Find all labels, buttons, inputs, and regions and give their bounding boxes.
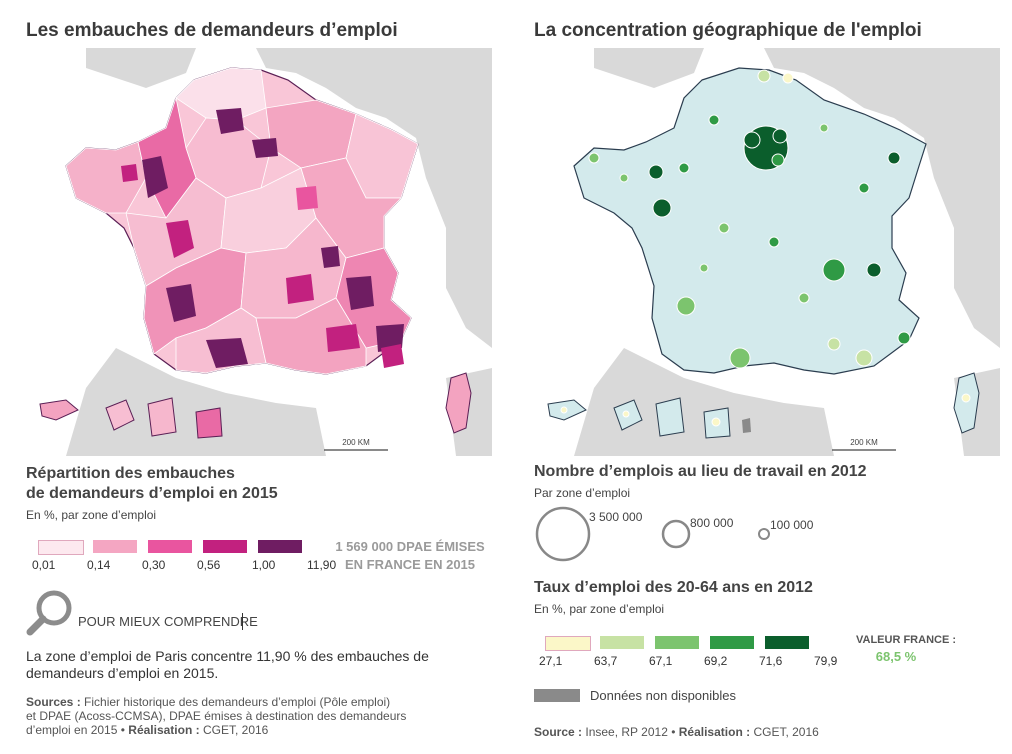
rate-legend-tick-2: 67,1 [649, 654, 673, 668]
rate-legend-swatch-0 [545, 636, 591, 651]
size-legend-subtitle: Par zone d’emploi [534, 486, 631, 500]
left-france-shape [65, 67, 419, 375]
size-value-medium: 800 000 [690, 516, 734, 530]
explanation-text: La zone d’emploi de Paris concentre 11,9… [26, 648, 429, 682]
left-source-label: Sources : [26, 695, 81, 709]
left-legend-swatch-2 [148, 540, 192, 553]
france-value-note: VALEUR FRANCE : 68,5 % [856, 634, 957, 664]
left-legend-title-2: de demandeurs d’emploi en 2015 [26, 485, 278, 502]
size-circle-small [758, 528, 770, 540]
left-legend-tick-2: 0,30 [142, 558, 166, 572]
left-map: 200 KM [26, 48, 492, 456]
na-label: Données non disponibles [590, 688, 736, 703]
left-realisation-value: CGET, 2016 [202, 723, 269, 737]
left-scale-label: 200 KM [342, 438, 370, 447]
text-cursor [242, 613, 243, 630]
left-legend-swatch-3 [203, 540, 247, 553]
left-map-title: Les embauches de demandeurs d’emploi [26, 20, 398, 41]
left-legend-title-1: Répartition des embauches [26, 465, 235, 482]
left-source-line-3: d’emploi en 2015 • [26, 723, 125, 737]
rate-legend-tick-4: 71,6 [759, 654, 783, 668]
rate-legend-tick-5: 79,9 [814, 654, 838, 668]
size-legend-title: Nombre d’emplois au lieu de travail en 2… [534, 463, 867, 480]
right-scale-label: 200 KM [850, 438, 878, 447]
left-source-line-2: et DPAE (Acoss-CCMSA), DPAE émises à des… [26, 709, 407, 723]
left-legend-tick-1: 0,14 [87, 558, 111, 572]
size-value-large: 3 500 000 [589, 510, 643, 524]
rate-legend-swatch-2 [655, 636, 699, 649]
france-value-label: VALEUR FRANCE : [856, 634, 957, 646]
left-legend-swatch-4 [258, 540, 302, 553]
rate-legend-swatch-4 [765, 636, 809, 649]
left-legend-swatch-1 [93, 540, 137, 553]
right-source: Source : Insee, RP 2012 • Réalisation : … [534, 725, 819, 739]
left-source-line-1: Fichier historique des demandeurs d’empl… [84, 695, 391, 709]
left-realisation-label: Réalisation : [128, 723, 200, 737]
left-legend-subtitle: En %, par zone d’emploi [26, 508, 157, 522]
left-legend-tick-5: 11,90 [307, 558, 337, 572]
left-total-line-1: 1 569 000 DPAE ÉMISES [335, 539, 485, 554]
rate-legend-subtitle: En %, par zone d’emploi [534, 602, 665, 616]
rate-legend-swatch-1 [600, 636, 644, 649]
size-circle-medium [661, 519, 691, 549]
magnifier-icon [26, 590, 72, 636]
explanation-line-2: demandeurs d’emploi en 2015. [26, 665, 219, 681]
right-france-shape [573, 67, 927, 375]
rate-legend-tick-1: 63,7 [594, 654, 618, 668]
right-source-text: Insee, RP 2012 • [585, 725, 676, 739]
left-sources: Sources : Fichier historique des demande… [26, 695, 486, 737]
right-realisation-label: Réalisation : [678, 725, 751, 739]
right-realisation-value: CGET, 2016 [753, 725, 819, 739]
size-circle-large [535, 506, 591, 562]
right-map-title: La concentration géographique de l'emplo… [534, 20, 922, 41]
rate-legend-swatch-3 [710, 636, 754, 649]
left-legend-swatch-0 [38, 540, 84, 555]
understand-label: POUR MIEUX COMPRENDRE [78, 614, 258, 629]
left-total-line-2: EN FRANCE EN 2015 [344, 557, 476, 572]
left-legend-tick-0: 0,01 [32, 558, 56, 572]
right-bubbles [560, 69, 971, 427]
na-swatch [534, 689, 580, 702]
size-value-small: 100 000 [770, 518, 814, 532]
right-source-label: Source : [534, 725, 583, 739]
rate-legend-tick-0: 27,1 [539, 654, 563, 668]
rate-legend-tick-3: 69,2 [704, 654, 728, 668]
rate-legend-title: Taux d’emploi des 20-64 ans en 2012 [534, 579, 813, 596]
left-legend-tick-3: 0,56 [197, 558, 221, 572]
left-legend-tick-4: 1,00 [252, 558, 276, 572]
france-value: 68,5 % [875, 649, 917, 664]
explanation-line-1: La zone d’emploi de Paris concentre 11,9… [26, 648, 429, 664]
left-total-note: 1 569 000 DPAE ÉMISES EN FRANCE EN 2015 [330, 538, 490, 574]
right-map: 200 KM [534, 48, 1000, 456]
size-legend-circles [535, 506, 770, 562]
